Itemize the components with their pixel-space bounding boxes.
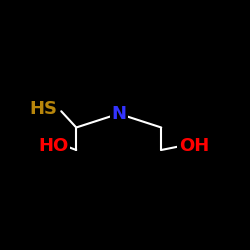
Text: HS: HS bbox=[30, 100, 58, 118]
Text: HO: HO bbox=[38, 137, 69, 155]
Text: OH: OH bbox=[178, 137, 209, 155]
Text: N: N bbox=[111, 105, 126, 123]
